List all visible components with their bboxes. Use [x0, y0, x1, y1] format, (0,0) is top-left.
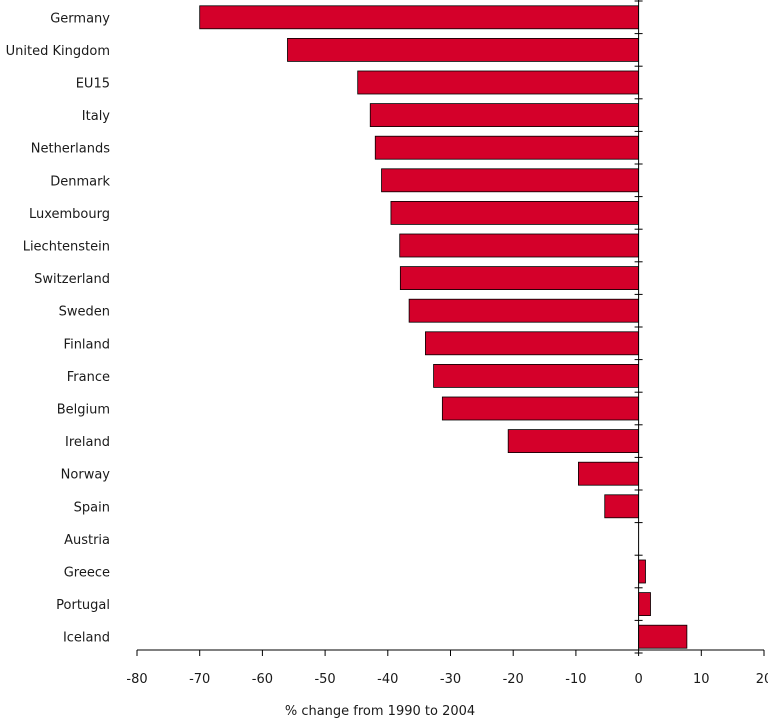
- category-label: Netherlands: [31, 142, 110, 157]
- category-ticks: [634, 0, 643, 654]
- bar-norway: [578, 461, 640, 486]
- category-label: Spain: [74, 500, 110, 515]
- bar-united-kingdom: [287, 38, 640, 62]
- x-axis-title: % change from 1990 to 2004: [285, 704, 475, 718]
- x-tick-label: -50: [314, 672, 335, 687]
- bar-greece: [638, 559, 646, 584]
- bar-france: [433, 363, 640, 388]
- x-tick-label: 0: [634, 672, 642, 687]
- category-label: Austria: [64, 533, 110, 548]
- x-tick-label: -40: [377, 672, 398, 687]
- x-tick-label: 10: [693, 672, 710, 687]
- bar-netherlands: [374, 135, 640, 160]
- category-label: Ireland: [65, 435, 110, 450]
- bar-finland: [425, 331, 640, 356]
- category-label: Norway: [61, 468, 111, 483]
- category-label: Sweden: [59, 305, 110, 320]
- bar-sweden: [408, 298, 640, 323]
- category-label: Belgium: [57, 403, 110, 418]
- category-label: Liechtenstein: [23, 240, 110, 255]
- category-labels: Germany United Kingdom EU15 Italy Netherland…: [6, 11, 111, 645]
- bar-luxembourg: [390, 200, 639, 225]
- x-tick-label: 20: [756, 672, 768, 687]
- category-label: Luxembourg: [29, 207, 110, 222]
- bar-ireland: [507, 429, 639, 454]
- bar-spain: [604, 494, 640, 519]
- bar-portugal: [638, 592, 651, 616]
- bar-switzerland: [399, 266, 639, 291]
- bars-group: [199, 5, 688, 649]
- category-label: Finland: [64, 337, 110, 352]
- x-tick-label: -10: [565, 672, 586, 687]
- x-ticks: -80 -70 -60 -50 -40 -30 -20 -10 0 10 20: [126, 650, 768, 687]
- category-label: Greece: [64, 566, 110, 581]
- x-tick-label: -80: [126, 672, 147, 687]
- bar-iceland: [638, 624, 688, 649]
- x-tick-label: -20: [503, 672, 524, 687]
- category-label: Denmark: [50, 174, 110, 189]
- category-label: Italy: [82, 109, 111, 124]
- category-label: EU15: [76, 77, 110, 92]
- category-label: France: [67, 370, 110, 385]
- bar-denmark: [381, 168, 640, 193]
- category-label: Switzerland: [34, 272, 110, 287]
- bar-liechtenstein: [399, 233, 640, 258]
- x-tick-label: -70: [189, 672, 210, 687]
- category-label: Iceland: [63, 631, 110, 646]
- category-label: United Kingdom: [6, 44, 110, 59]
- x-tick-label: -30: [440, 672, 461, 687]
- bar-belgium: [441, 396, 640, 421]
- bar-italy: [369, 103, 639, 127]
- category-label: Germany: [50, 11, 110, 26]
- bar-germany: [199, 5, 639, 30]
- x-tick-label: -60: [252, 672, 273, 687]
- category-label: Portugal: [56, 598, 110, 613]
- bar-eu15: [357, 70, 640, 95]
